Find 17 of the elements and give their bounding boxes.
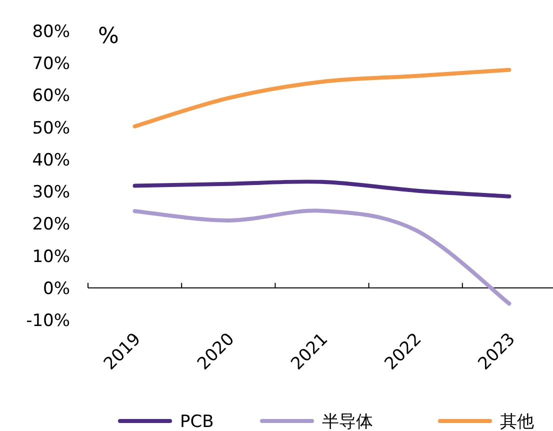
y-tick-label: 70%	[32, 54, 70, 74]
y-tick-label: 40%	[32, 150, 70, 170]
legend-label: 其他	[500, 412, 534, 431]
y-tick-label: 50%	[32, 118, 70, 138]
y-tick-label: 20%	[32, 214, 70, 235]
y-tick-label: 0%	[43, 278, 70, 299]
y-tick-label: -10%	[26, 311, 70, 331]
y-tick-label: 60%	[32, 86, 70, 106]
y-tick-label: 80%	[32, 22, 70, 42]
legend-label: PCB	[180, 412, 214, 431]
line-series	[132, 68, 512, 128]
line-series	[132, 208, 512, 306]
y-tick-label: 30%	[32, 182, 70, 203]
line-series	[132, 180, 512, 198]
legend-label: 半导体	[322, 412, 373, 431]
y-tick-label: 10%	[32, 246, 70, 267]
y-axis-title: %	[98, 24, 119, 49]
